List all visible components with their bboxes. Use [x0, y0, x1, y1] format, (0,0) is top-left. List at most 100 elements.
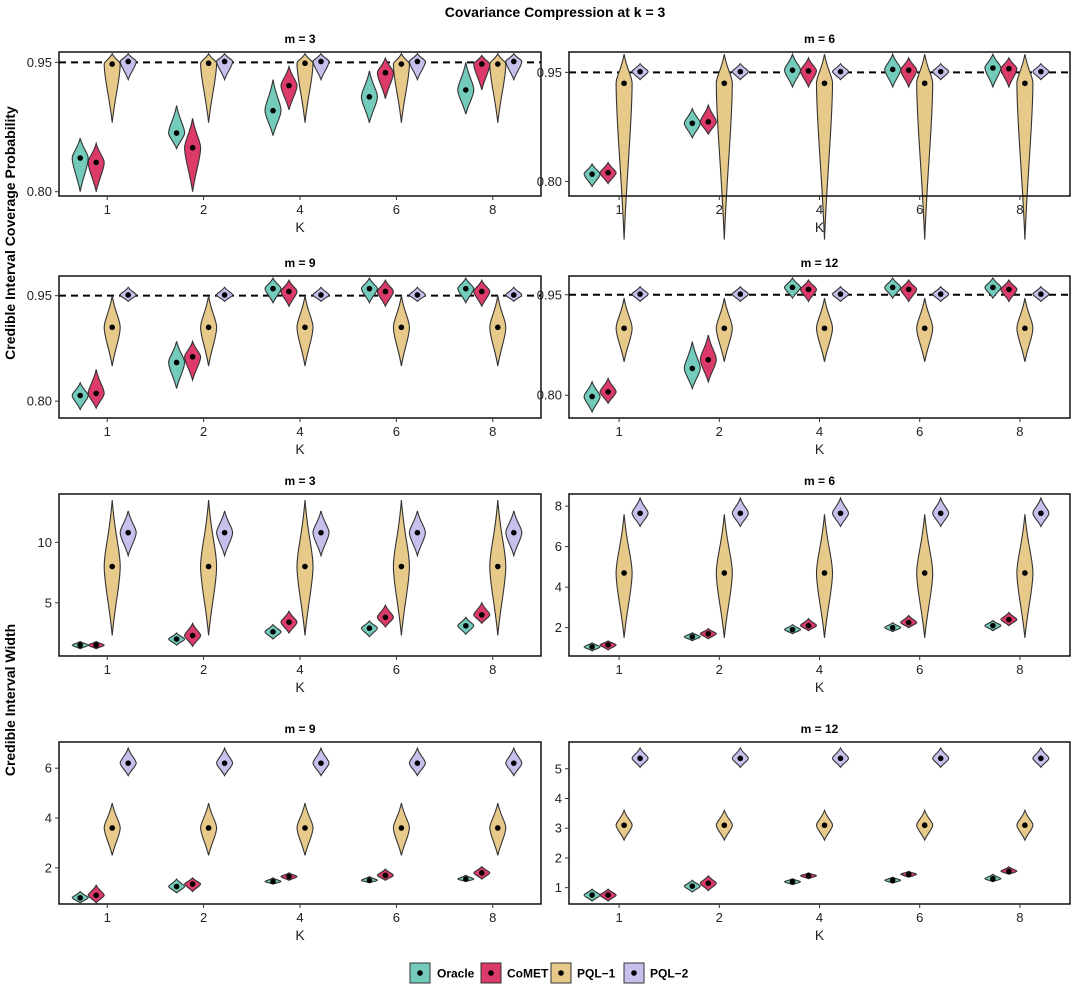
median-point [398, 825, 405, 831]
median-point [398, 61, 405, 67]
median-point [511, 760, 517, 766]
x-tick-label: 6 [393, 424, 400, 439]
x-tick-label: 4 [816, 202, 823, 217]
violin-comet [87, 141, 105, 192]
median-point [937, 291, 944, 297]
median-point [463, 87, 469, 93]
median-point [721, 822, 728, 829]
median-point [173, 636, 180, 642]
median-point [318, 58, 324, 65]
median-point [605, 169, 611, 176]
panel-title: m = 12 [801, 722, 839, 736]
y-tick-label: 6 [555, 539, 562, 554]
median-point [721, 80, 728, 87]
violin-oracle [168, 105, 186, 151]
median-point [93, 159, 99, 166]
violin-pql-1 [200, 295, 218, 367]
y-tick-label: 5 [45, 595, 52, 610]
median-point [805, 286, 812, 293]
median-point [905, 286, 912, 293]
violin-pql-1 [815, 514, 834, 638]
median-point [889, 284, 896, 291]
chart-panel: m = 3 5 10 1 2 4 6 8 K [38, 474, 542, 695]
median-point [205, 60, 212, 67]
x-tick-label: 8 [489, 910, 496, 925]
median-point [889, 624, 896, 631]
violin-pql-1 [1016, 54, 1034, 240]
violin-comet [184, 118, 202, 192]
x-tick-label: 2 [200, 202, 207, 217]
median-point [705, 630, 712, 637]
x-tick-label: 6 [916, 662, 923, 677]
median-point [414, 760, 421, 766]
median-point [737, 291, 744, 297]
median-point [125, 760, 131, 766]
median-point [221, 292, 228, 298]
chart-panel: m = 9 0.80 0.95 1 2 4 6 8 K [27, 256, 542, 457]
x-tick-label: 6 [393, 662, 400, 677]
median-point [318, 760, 324, 766]
panel-title: m = 6 [804, 32, 835, 46]
median-point [1022, 822, 1028, 829]
median-point [93, 892, 99, 899]
median-point [805, 68, 812, 74]
median-point [589, 393, 595, 400]
median-point [705, 356, 712, 363]
median-point [937, 68, 944, 75]
panel-title: m = 9 [284, 256, 315, 270]
median-point [511, 529, 517, 536]
chart-panel: m = 12 1 2 3 4 5 1 2 4 6 8 K [555, 722, 1071, 943]
median-point [821, 325, 828, 332]
median-point [286, 619, 292, 625]
violin-pql-1 [489, 295, 507, 367]
y-tick-label: 0.80 [27, 394, 52, 409]
x-tick-label: 1 [104, 910, 111, 925]
violin-pql-1 [615, 54, 633, 240]
y-tick-label: 4 [555, 791, 562, 806]
median-point [737, 510, 744, 517]
legend-key-dot [488, 970, 494, 976]
median-point [125, 58, 131, 65]
median-point [173, 883, 180, 890]
median-point [1038, 755, 1044, 762]
y-tick-label: 1 [555, 880, 562, 895]
x-axis-label: K [295, 219, 305, 235]
median-point [837, 68, 844, 75]
median-point [621, 570, 627, 576]
y-tick-label: 4 [45, 811, 52, 826]
median-point [621, 80, 627, 87]
x-tick-label: 6 [393, 202, 400, 217]
x-axis-label: K [295, 927, 305, 943]
median-point [77, 894, 83, 901]
panel-title: m = 3 [284, 32, 315, 46]
median-point [637, 68, 643, 75]
panel-title: m = 12 [801, 256, 839, 270]
violin-pql-2 [505, 52, 523, 82]
median-point [889, 877, 896, 884]
y-tick-label: 0.95 [27, 55, 52, 70]
median-point [366, 877, 373, 884]
violin-comet [376, 56, 394, 99]
x-tick-label: 1 [615, 424, 622, 439]
y-tick-label: 0.95 [537, 287, 562, 302]
x-tick-label: 4 [816, 424, 823, 439]
median-point [821, 80, 828, 87]
median-point [921, 822, 928, 829]
median-point [366, 285, 373, 292]
legend-key-dot [558, 970, 564, 976]
median-point [689, 633, 696, 640]
median-point [805, 872, 812, 879]
legend-item: CoMET [480, 962, 549, 984]
x-tick-label: 8 [489, 202, 496, 217]
median-point [286, 288, 292, 295]
median-point [93, 642, 99, 648]
median-point [921, 570, 928, 576]
median-point [366, 94, 373, 100]
legend: Oracle CoMET PQL−1 PQL−2 [409, 962, 689, 984]
median-point [737, 68, 744, 75]
median-point [495, 825, 501, 831]
median-point [286, 873, 292, 880]
legend-label: Oracle [437, 967, 475, 981]
median-point [589, 171, 595, 177]
